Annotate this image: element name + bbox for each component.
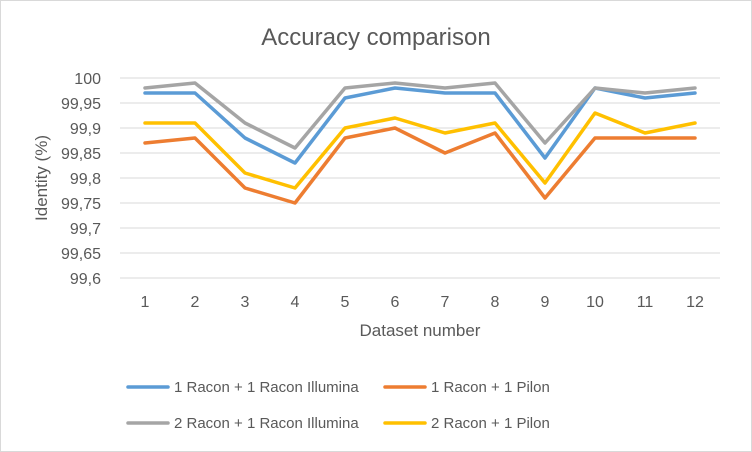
y-axis-ticks: 99,6 99,65 99,7 99,75 99,8 99,85 99,9 99,95 100 [61, 71, 101, 288]
gridlines [120, 77, 720, 279]
y-tick-label: 99,6 [70, 271, 101, 288]
x-tick-label: 6 [391, 294, 400, 311]
x-tick-label: 7 [441, 294, 450, 311]
x-tick-label: 3 [241, 294, 250, 311]
y-axis-label: Identity (%) [32, 135, 51, 221]
y-tick-label: 99,75 [61, 196, 101, 213]
y-tick-label: 99,85 [61, 146, 101, 163]
series-line-4 [143, 111, 697, 190]
legend: 1 Racon + 1 Racon Illumina 1 Racon + 1 Pi… [126, 379, 550, 432]
x-tick-label: 4 [291, 294, 300, 311]
x-tick-label: 2 [191, 294, 200, 311]
series-line-3 [143, 81, 697, 150]
x-axis-label: Dataset number [360, 321, 481, 340]
x-axis-ticks: 1 2 3 4 5 6 7 8 9 10 11 12 [141, 294, 704, 311]
x-tick-label: 8 [491, 294, 500, 311]
y-tick-label: 100 [74, 71, 101, 88]
x-tick-label: 11 [637, 294, 654, 311]
y-tick-label: 99,7 [70, 221, 101, 238]
legend-label: 1 Racon + 1 Pilon [431, 379, 550, 396]
chart-title: Accuracy comparison [261, 24, 490, 51]
x-tick-label: 12 [686, 294, 704, 311]
y-tick-label: 99,9 [70, 121, 101, 138]
y-tick-label: 99,65 [61, 246, 101, 263]
legend-label: 1 Racon + 1 Racon Illumina [174, 379, 359, 396]
legend-label: 2 Racon + 1 Racon Illumina [174, 415, 359, 432]
series-lines [143, 81, 697, 205]
y-tick-label: 99,8 [70, 171, 101, 188]
legend-label: 2 Racon + 1 Pilon [431, 415, 550, 432]
x-tick-label: 10 [586, 294, 604, 311]
x-tick-label: 9 [541, 294, 550, 311]
x-tick-label: 5 [341, 294, 350, 311]
x-tick-label: 1 [141, 294, 150, 311]
series-line-2 [143, 126, 697, 205]
y-tick-label: 99,95 [61, 96, 101, 113]
